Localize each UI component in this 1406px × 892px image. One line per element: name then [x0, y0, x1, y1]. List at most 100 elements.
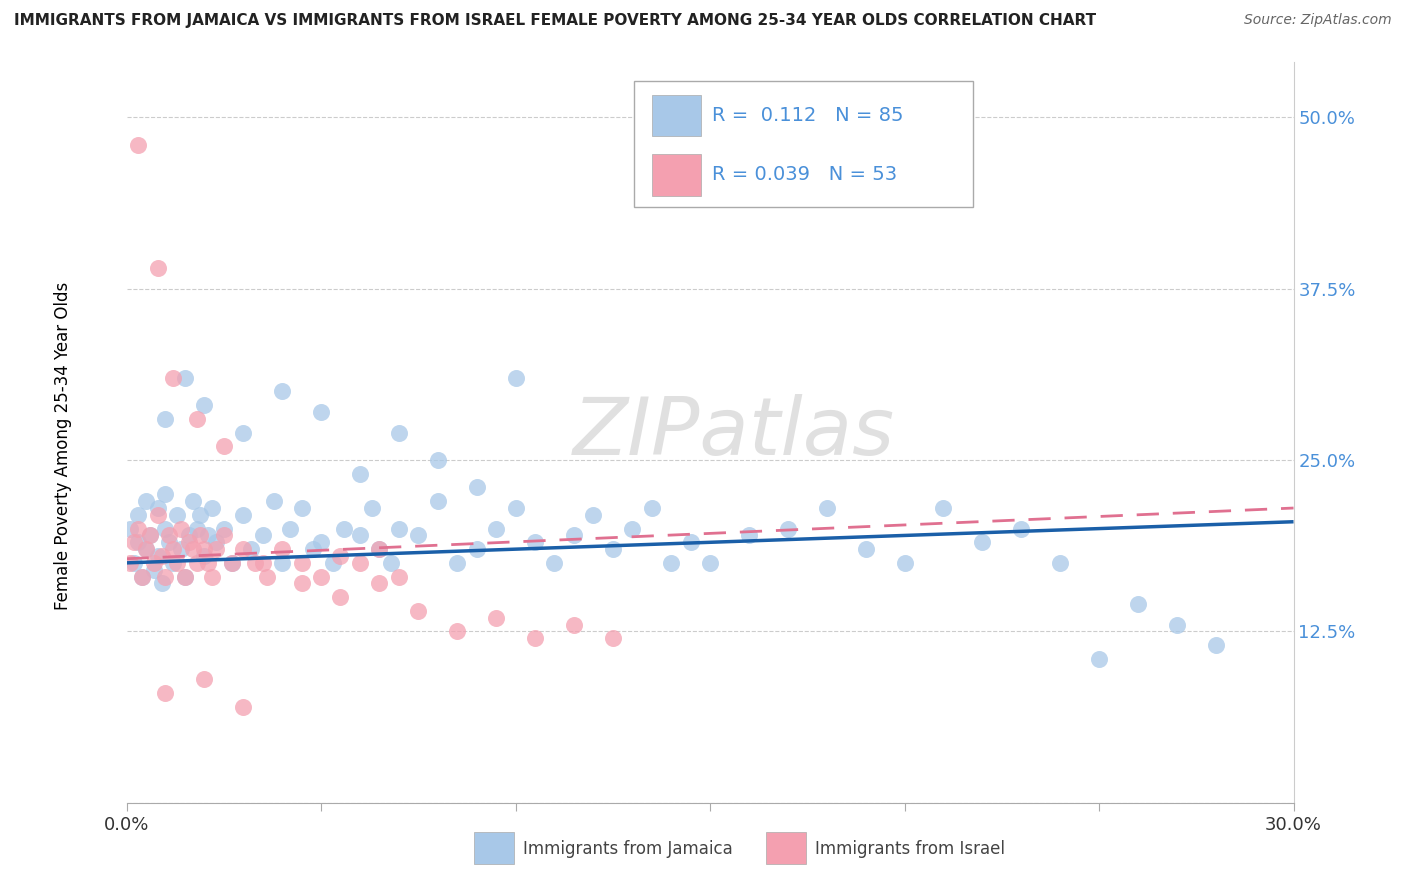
Point [485, 522, 508, 536]
Point [465, 542, 488, 557]
Point [146, 261, 169, 276]
Point [162, 556, 184, 570]
Point [197, 528, 219, 542]
Point [426, 494, 449, 508]
Point [197, 556, 219, 570]
Point [302, 542, 325, 557]
Point [329, 590, 352, 604]
Point [309, 535, 332, 549]
Text: Source: ZipAtlas.com: Source: ZipAtlas.com [1244, 13, 1392, 28]
Point [170, 542, 193, 557]
Point [186, 522, 208, 536]
Point [193, 398, 215, 412]
Point [120, 522, 142, 536]
Point [243, 556, 266, 570]
Point [127, 522, 149, 536]
Point [181, 542, 204, 557]
Point [505, 501, 527, 516]
Point [679, 535, 702, 549]
Point [221, 556, 243, 570]
Point [174, 371, 197, 385]
Point [263, 494, 285, 508]
FancyBboxPatch shape [652, 154, 700, 195]
Point [380, 556, 402, 570]
Point [290, 501, 312, 516]
Point [142, 563, 165, 577]
Point [893, 556, 915, 570]
Point [150, 549, 173, 563]
Point [174, 569, 197, 583]
Point [523, 535, 546, 549]
Point [368, 576, 391, 591]
Point [349, 467, 371, 481]
Point [505, 371, 527, 385]
Point [155, 522, 177, 536]
Point [155, 686, 177, 700]
Text: R =  0.112   N = 85: R = 0.112 N = 85 [713, 106, 904, 125]
Point [193, 673, 215, 687]
Point [177, 535, 200, 549]
Point [190, 528, 212, 542]
Point [232, 425, 254, 440]
Point [193, 542, 215, 557]
Point [201, 501, 224, 516]
Point [186, 556, 208, 570]
Point [408, 604, 430, 618]
Point [232, 508, 254, 522]
Point [205, 542, 228, 557]
Point [465, 480, 488, 494]
Text: IMMIGRANTS FROM JAMAICA VS IMMIGRANTS FROM ISRAEL FEMALE POVERTY AMONG 25-34 YEA: IMMIGRANTS FROM JAMAICA VS IMMIGRANTS FR… [14, 13, 1097, 29]
Point [388, 425, 411, 440]
Point [271, 556, 294, 570]
Point [190, 508, 212, 522]
Point [232, 542, 254, 557]
Point [290, 576, 312, 591]
Point [659, 556, 682, 570]
Point [146, 501, 169, 516]
Point [221, 556, 243, 570]
Point [602, 632, 624, 646]
Point [157, 535, 180, 549]
Point [212, 439, 235, 453]
Point [271, 542, 294, 557]
Text: R = 0.039   N = 53: R = 0.039 N = 53 [713, 166, 897, 185]
Point [621, 522, 644, 536]
Point [139, 528, 162, 542]
Point [162, 542, 184, 557]
Point [309, 569, 332, 583]
Point [212, 528, 235, 542]
Point [139, 528, 162, 542]
Point [329, 549, 352, 563]
FancyBboxPatch shape [766, 832, 806, 863]
Point [127, 137, 149, 152]
Point [232, 699, 254, 714]
FancyBboxPatch shape [474, 832, 515, 863]
Point [333, 522, 356, 536]
Text: Female Poverty Among 25-34 Year Olds: Female Poverty Among 25-34 Year Olds [55, 282, 72, 610]
Point [135, 494, 157, 508]
Point [426, 453, 449, 467]
Point [124, 535, 146, 549]
Point [170, 522, 193, 536]
Point [1205, 638, 1227, 652]
Point [368, 542, 391, 557]
Text: Immigrants from Jamaica: Immigrants from Jamaica [523, 839, 733, 858]
Point [523, 632, 546, 646]
Point [186, 412, 208, 426]
Point [408, 528, 430, 542]
Point [201, 569, 224, 583]
Point [155, 487, 177, 501]
Point [543, 556, 565, 570]
Point [446, 556, 468, 570]
Point [205, 535, 228, 549]
Point [131, 569, 153, 583]
Point [855, 542, 877, 557]
Point [1010, 522, 1032, 536]
Point [699, 556, 721, 570]
Point [388, 569, 411, 583]
Point [150, 576, 173, 591]
Point [972, 535, 994, 549]
Point [146, 508, 169, 522]
Point [177, 528, 200, 542]
Point [240, 542, 263, 557]
